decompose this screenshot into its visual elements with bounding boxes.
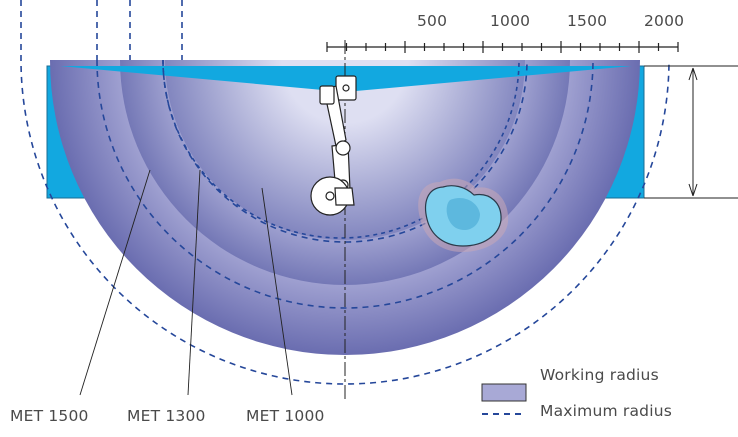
label-met-1300: MET 1300 (127, 407, 206, 425)
max-radius-inner (162, 60, 520, 239)
scale-label-1500: 1500 (567, 12, 608, 30)
scale-bar (326, 41, 679, 53)
depth-dimension (644, 65, 738, 199)
label-met-1000: MET 1000 (246, 407, 325, 425)
legend-maximum-label: Maximum radius (540, 402, 673, 420)
scale-label-500: 500 (417, 12, 448, 30)
scale-label-1000: 1000 (490, 12, 531, 30)
leader-met-1000 (261, 187, 293, 396)
label-met-1500: MET 1500 (10, 407, 89, 425)
max-radius-met-1300 (96, 60, 594, 309)
fish-object-icon (418, 178, 509, 252)
legend-working-swatch (481, 383, 527, 402)
crane-arm (310, 75, 357, 216)
legend-working-label: Working radius (540, 366, 659, 384)
max-radius-met-1500 (20, 60, 670, 385)
scale-label-2000: 2000 (644, 12, 685, 30)
leader-met-1500 (79, 169, 151, 396)
leader-met-1300 (187, 169, 201, 396)
